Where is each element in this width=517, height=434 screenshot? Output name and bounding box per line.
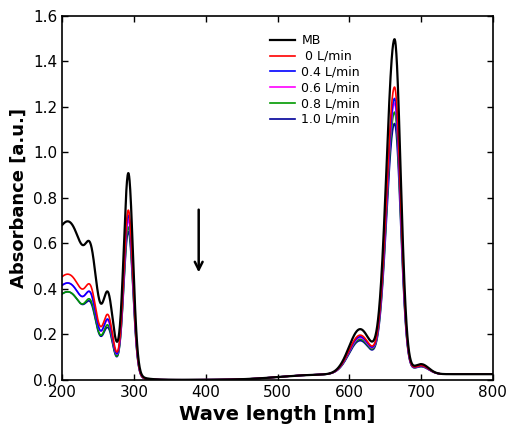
1.0 L/min — [59, 291, 66, 296]
0.8 L/min — [478, 372, 484, 377]
1.0 L/min — [399, 247, 405, 252]
Line: 0.6 L/min: 0.6 L/min — [63, 103, 493, 380]
Legend: MB,  0 L/min, 0.4 L/min, 0.6 L/min, 0.8 L/min, 1.0 L/min: MB, 0 L/min, 0.4 L/min, 0.6 L/min, 0.8 L… — [269, 33, 361, 127]
Line: 1.0 L/min: 1.0 L/min — [63, 124, 493, 380]
MB — [399, 205, 405, 210]
0.8 L/min — [178, 377, 184, 382]
0.4 L/min — [478, 372, 484, 377]
 0 L/min — [179, 377, 185, 382]
MB — [478, 372, 484, 377]
0.4 L/min — [257, 376, 264, 381]
1.0 L/min — [269, 375, 275, 380]
0.8 L/min — [269, 375, 275, 380]
0.4 L/min — [391, 96, 398, 101]
 0 L/min — [478, 372, 484, 377]
0.6 L/min — [59, 283, 66, 288]
1.0 L/min — [257, 376, 264, 381]
0.4 L/min — [81, 293, 87, 298]
1.0 L/min — [81, 301, 87, 306]
0.6 L/min — [478, 372, 484, 377]
0.8 L/min — [81, 300, 87, 306]
0.8 L/min — [391, 109, 398, 115]
Line: MB: MB — [63, 39, 493, 380]
MB — [257, 376, 264, 381]
0.6 L/min — [178, 377, 185, 382]
0.6 L/min — [81, 293, 87, 298]
 0 L/min — [269, 375, 275, 380]
0.4 L/min — [59, 283, 66, 288]
 0 L/min — [257, 376, 264, 381]
0.8 L/min — [399, 241, 405, 247]
0.6 L/min — [399, 237, 405, 242]
MB — [81, 242, 87, 247]
1.0 L/min — [478, 372, 484, 377]
MB — [181, 377, 187, 382]
0.6 L/min — [391, 100, 398, 105]
 0 L/min — [59, 274, 66, 279]
Line:  0 L/min: 0 L/min — [63, 87, 493, 380]
1.0 L/min — [178, 377, 184, 382]
Line: 0.4 L/min: 0.4 L/min — [63, 99, 493, 380]
0.4 L/min — [490, 372, 496, 377]
0.8 L/min — [490, 372, 496, 377]
 0 L/min — [490, 372, 496, 377]
X-axis label: Wave length [nm]: Wave length [nm] — [179, 405, 376, 424]
 0 L/min — [478, 372, 484, 377]
MB — [490, 372, 496, 377]
0.4 L/min — [478, 372, 484, 377]
0.8 L/min — [478, 372, 484, 377]
0.6 L/min — [257, 376, 264, 381]
Y-axis label: Absorbance [a.u.]: Absorbance [a.u.] — [10, 108, 28, 288]
1.0 L/min — [391, 121, 398, 126]
MB — [478, 372, 484, 377]
0.4 L/min — [399, 234, 405, 240]
0.4 L/min — [178, 377, 185, 382]
0.8 L/min — [59, 291, 66, 296]
0.6 L/min — [490, 372, 496, 377]
0.8 L/min — [257, 376, 264, 381]
 0 L/min — [391, 85, 398, 90]
Line: 0.8 L/min: 0.8 L/min — [63, 112, 493, 380]
 0 L/min — [399, 229, 405, 234]
0.6 L/min — [478, 372, 484, 377]
1.0 L/min — [490, 372, 496, 377]
MB — [269, 375, 275, 380]
MB — [59, 222, 66, 227]
1.0 L/min — [478, 372, 484, 377]
 0 L/min — [81, 286, 87, 291]
MB — [391, 36, 398, 42]
0.4 L/min — [269, 375, 275, 380]
0.6 L/min — [269, 375, 275, 380]
